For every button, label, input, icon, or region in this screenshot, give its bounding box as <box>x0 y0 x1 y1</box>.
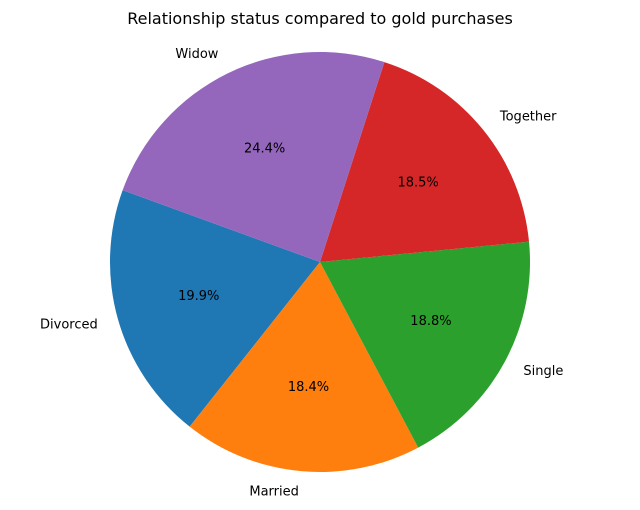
pie-slice-married <box>189 262 419 472</box>
pie-labels: Divorced 19.9% Married 18.4% Single 18.8% Toge… <box>40 47 563 500</box>
value-label-single: 18.8% <box>410 314 451 329</box>
pie-slice-together <box>320 62 530 263</box>
value-label-divorced: 19.9% <box>178 289 219 304</box>
pie-slice-single <box>320 241 530 448</box>
category-label-single: Single <box>523 364 563 379</box>
chart-title: Relationship status compared to gold pur… <box>127 9 513 28</box>
category-label-married: Married <box>249 485 299 500</box>
value-label-together: 18.5% <box>397 175 438 190</box>
value-label-married: 18.4% <box>288 380 329 395</box>
category-label-widow: Widow <box>175 47 218 62</box>
category-label-together: Together <box>499 110 557 125</box>
value-label-widow: 24.4% <box>244 141 285 156</box>
pie-slice-widow <box>122 52 385 262</box>
pie-slice-divorced <box>109 190 320 427</box>
category-label-divorced: Divorced <box>40 317 98 332</box>
pie-slices <box>109 52 530 472</box>
